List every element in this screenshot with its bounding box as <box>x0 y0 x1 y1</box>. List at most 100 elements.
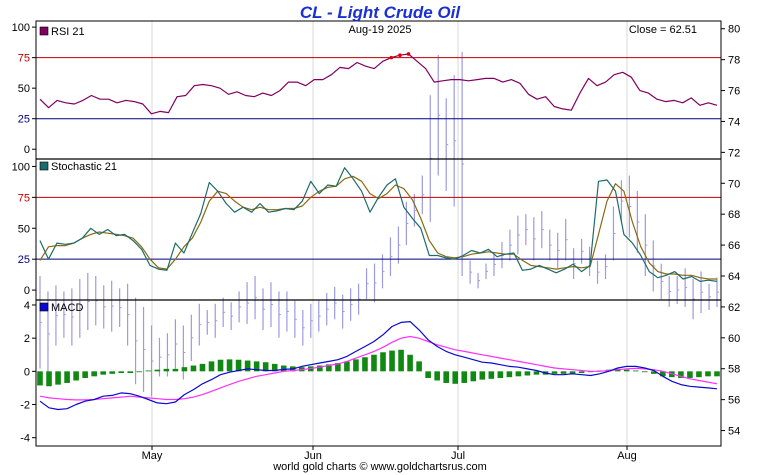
macd-histogram-bar <box>235 359 242 372</box>
macd-histogram-bar <box>389 350 395 372</box>
macd-histogram-bar <box>271 363 278 372</box>
macd-histogram-bar <box>118 371 125 373</box>
macd-histogram-bar <box>687 371 693 378</box>
macd-histogram-bar <box>55 371 61 385</box>
macd-histogram-bar <box>64 371 70 383</box>
macd-histogram-bar <box>380 352 386 372</box>
macd-histogram-bar <box>524 371 531 376</box>
macd-legend-swatch <box>39 302 49 312</box>
macd-histogram-bar <box>641 371 648 373</box>
macd-histogram-bar <box>317 365 323 372</box>
stoch-axis-label: 0 <box>24 285 30 297</box>
macd-signal-line <box>39 335 718 401</box>
stoch-axis-label: 75 <box>18 192 30 204</box>
stoch-legend-label: Stochastic 21 <box>51 161 117 173</box>
macd-histogram-bar <box>651 371 657 374</box>
macd-histogram-bar <box>199 363 206 372</box>
right-axis-label: 56 <box>728 395 740 407</box>
macd-histogram-bar <box>506 371 513 378</box>
macd-histogram-bar <box>623 369 630 372</box>
plot-area <box>36 21 721 446</box>
rsi-axis-label: 25 <box>18 114 30 126</box>
macd-histogram-bar <box>488 371 495 379</box>
right-axis-label: 58 <box>728 364 740 376</box>
right-axis-label: 64 <box>728 271 740 283</box>
rsi-axis-label: 0 <box>24 144 30 156</box>
macd-histogram-bar <box>461 371 468 383</box>
right-axis-label: 60 <box>728 333 740 345</box>
macd-histogram-bar <box>533 371 540 375</box>
right-axis-label: 72 <box>728 147 740 159</box>
macd-histogram-bar <box>82 371 88 378</box>
right-axis-label: 76 <box>728 86 740 98</box>
x-axis-label-may: May <box>142 450 163 462</box>
macd-histogram-bar <box>335 363 341 372</box>
macd-histogram-bar <box>407 354 413 372</box>
macd-histogram-bar <box>136 371 143 373</box>
macd-histogram-bar <box>443 371 449 383</box>
right-axis-label: 68 <box>728 209 740 221</box>
rsi-line <box>39 53 718 115</box>
footer-credit: world gold charts © www.goldchartsrus.co… <box>273 461 487 473</box>
close-label: Close = 62.51 <box>629 24 697 36</box>
stoch-axis-label: 50 <box>18 223 30 235</box>
macd-histogram-bar <box>91 371 97 377</box>
macd-line <box>39 321 718 411</box>
stoch-axis-label: 25 <box>18 254 30 266</box>
macd-histogram-bar <box>632 370 639 372</box>
stoch-legend-swatch <box>39 161 49 171</box>
macd-histogram-bar <box>660 371 666 377</box>
macd-axis-label: -4 <box>20 433 30 445</box>
macd-histogram-bar <box>154 369 161 372</box>
macd-histogram-bar <box>569 371 576 374</box>
right-axis-label: 54 <box>728 426 740 438</box>
macd-histogram-bar <box>163 368 170 372</box>
macd-histogram-bar <box>280 365 287 372</box>
macd-histogram-bar <box>244 360 251 372</box>
date-label: Aug-19 2025 <box>349 24 412 36</box>
macd-histogram-bar <box>344 361 350 372</box>
macd-histogram-bar <box>551 371 558 374</box>
plot-border <box>35 20 722 447</box>
macd-histogram-bar <box>46 371 52 387</box>
rsi-overbought-point <box>398 53 402 57</box>
rsi-axis-label: 75 <box>18 53 30 65</box>
macd-histogram-bar <box>714 371 720 377</box>
macd-histogram-bar <box>100 371 106 375</box>
macd-histogram-bar <box>497 371 504 378</box>
macd-histogram-bar <box>181 367 188 372</box>
macd-histogram-bar <box>226 359 233 372</box>
macd-histogram-bar <box>678 371 684 378</box>
macd-histogram-bar <box>434 371 440 381</box>
macd-histogram-bar <box>560 371 567 374</box>
stoch-slow-line <box>39 175 717 280</box>
macd-histogram-bar <box>578 371 585 373</box>
macd-axis-label: 2 <box>24 333 30 345</box>
macd-histogram-bar <box>172 368 179 372</box>
macd-histogram-bar <box>696 371 702 378</box>
right-axis-label: 74 <box>728 116 740 128</box>
macd-histogram-bar <box>253 361 260 372</box>
macd-histogram-bar <box>37 371 43 386</box>
macd-histogram-bar <box>362 357 368 372</box>
macd-histogram-bar <box>705 371 711 377</box>
rsi-overbought-point <box>389 55 394 60</box>
right-axis-label: 66 <box>728 240 740 252</box>
macd-axis-label: 0 <box>24 366 30 378</box>
stoch-axis-label: 100 <box>12 161 30 173</box>
right-axis-label: 62 <box>728 302 740 314</box>
chart-title: CL - Light Crude Oil <box>299 3 461 22</box>
macd-histogram-bar <box>416 361 422 372</box>
rsi-axis-label: 50 <box>18 83 30 95</box>
stoch-fast-line <box>39 167 718 282</box>
rsi-legend-swatch <box>39 26 49 36</box>
macd-histogram-bar <box>452 371 459 384</box>
macd-histogram-bar <box>127 371 134 373</box>
macd-histogram-bar <box>353 359 359 372</box>
macd-histogram-bar <box>398 349 404 372</box>
macd-histogram-bar <box>73 371 79 381</box>
x-axis-label-aug: Aug <box>617 450 637 462</box>
macd-histogram-bar <box>217 359 224 372</box>
macd-axis-label: 4 <box>24 300 30 312</box>
